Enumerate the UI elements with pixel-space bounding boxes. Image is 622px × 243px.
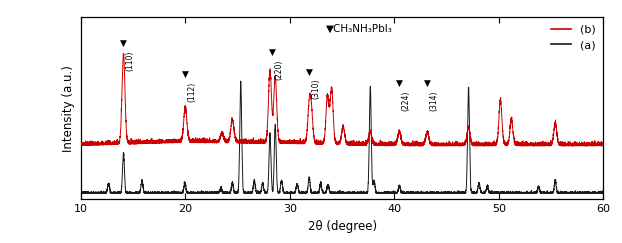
Y-axis label: Intensity (a.u.): Intensity (a.u.) xyxy=(62,65,75,152)
Text: (224): (224) xyxy=(401,90,411,111)
Text: (220): (220) xyxy=(274,59,283,79)
X-axis label: 2θ (degree): 2θ (degree) xyxy=(307,220,377,233)
Text: ▼CH₃NH₃PbI₃: ▼CH₃NH₃PbI₃ xyxy=(327,23,393,33)
Text: ▼: ▼ xyxy=(269,48,276,57)
Text: ▼: ▼ xyxy=(424,79,430,88)
Text: (110): (110) xyxy=(126,51,134,71)
Text: ▼: ▼ xyxy=(396,79,403,88)
Text: ▼: ▼ xyxy=(120,39,127,48)
Text: ▼: ▼ xyxy=(182,70,189,79)
Text: (112): (112) xyxy=(187,81,197,102)
Text: ▼: ▼ xyxy=(306,68,313,77)
Text: (310): (310) xyxy=(312,79,321,99)
Text: (314): (314) xyxy=(429,90,439,111)
Legend: (b), (a): (b), (a) xyxy=(547,20,600,55)
